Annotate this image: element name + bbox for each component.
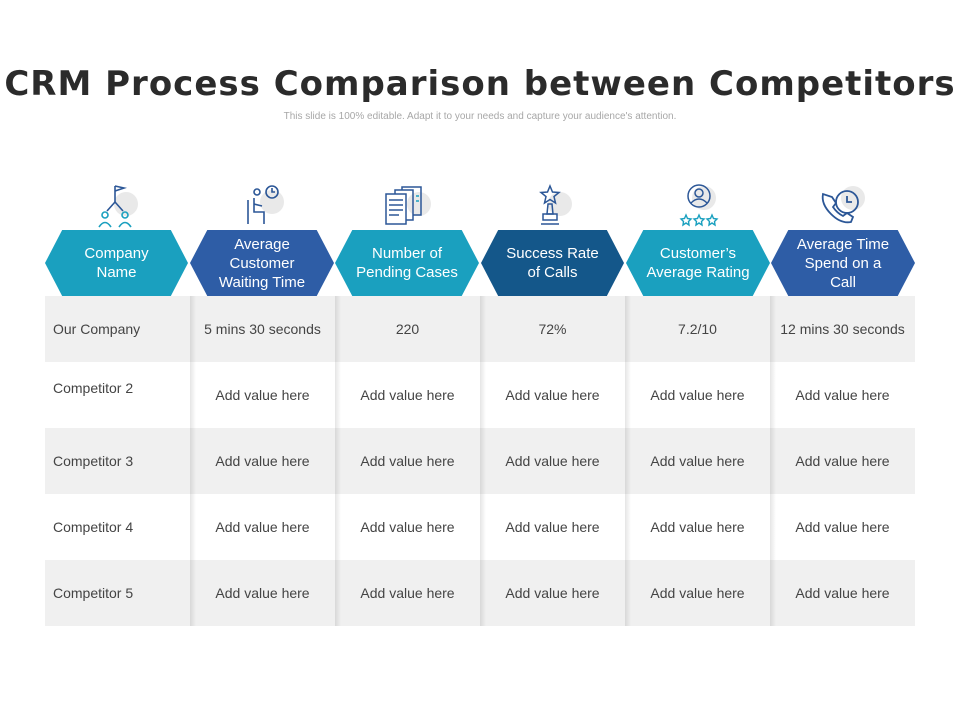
table-cell: Add value here [795,519,890,535]
table-row-competitor-4: Competitor 4 Add value here Add value he… [45,494,915,560]
table-cell: 7.2/10 [678,321,717,337]
header-average-customer-waiting-time: Average Customer Waiting Time [190,230,334,296]
table-cell: Add value here [360,519,455,535]
table-cell: Add value here [505,453,600,469]
waiting-person-clock-icon [232,182,292,230]
table-cell: Add value here [795,585,890,601]
header-company-name: Company Name [45,230,188,296]
table-cell-company: Competitor 3 [53,453,134,469]
table-cell: 5 mins 30 seconds [204,321,321,337]
comparison-table: Our Company 5 mins 30 seconds 220 72% 7.… [45,296,915,626]
header-success-rate-of-calls: Success Rate of Calls [481,230,624,296]
header-customers-average-rating: Customer’s Average Rating [626,230,770,296]
trophy-star-icon [522,182,582,230]
header-number-of-pending-cases: Number of Pending Cases [335,230,479,296]
table-cell-company: Competitor 5 [53,585,134,601]
user-rating-stars-icon [668,182,728,230]
table-cell: 220 [395,321,420,337]
table-row-our-company: Our Company 5 mins 30 seconds 220 72% 7.… [45,296,915,362]
table-cell: Add value here [650,387,745,403]
table-cell-company: Our Company [53,321,141,337]
documents-icon [377,182,437,230]
org-chart-icon [86,182,146,230]
table-cell: Add value here [795,453,890,469]
table-cell: Add value here [215,387,310,403]
table-cell: Add value here [795,387,890,403]
table-row-competitor-2: Competitor 2 Add value here Add value he… [45,362,915,428]
table-cell: Add value here [215,453,310,469]
table-cell: Add value here [215,585,310,601]
table-cell: Add value here [505,387,600,403]
table-cell: 72% [538,321,567,337]
phone-clock-icon [813,182,873,230]
table-row-competitor-5: Competitor 5 Add value here Add value he… [45,560,915,626]
table-cell: 12 mins 30 seconds [780,321,905,337]
table-cell: Add value here [650,519,745,535]
table-cell: Add value here [650,453,745,469]
table-cell: Add value here [360,585,455,601]
table-row-competitor-3: Competitor 3 Add value here Add value he… [45,428,915,494]
table-cell: Add value here [505,519,600,535]
table-cell: Add value here [505,585,600,601]
table-cell: Add value here [215,519,310,535]
table-cell-company: Competitor 2 [53,380,134,396]
slide-subtitle: This slide is 100% editable. Adapt it to… [283,111,677,122]
header-average-time-spend-on-call: Average Time Spend on a Call [771,230,915,296]
table-cell: Add value here [360,387,455,403]
table-cell: Add value here [360,453,455,469]
table-cell: Add value here [650,585,745,601]
table-cell-company: Competitor 4 [53,519,134,535]
slide-title: CRM Process Comparison between Competito… [4,64,956,104]
